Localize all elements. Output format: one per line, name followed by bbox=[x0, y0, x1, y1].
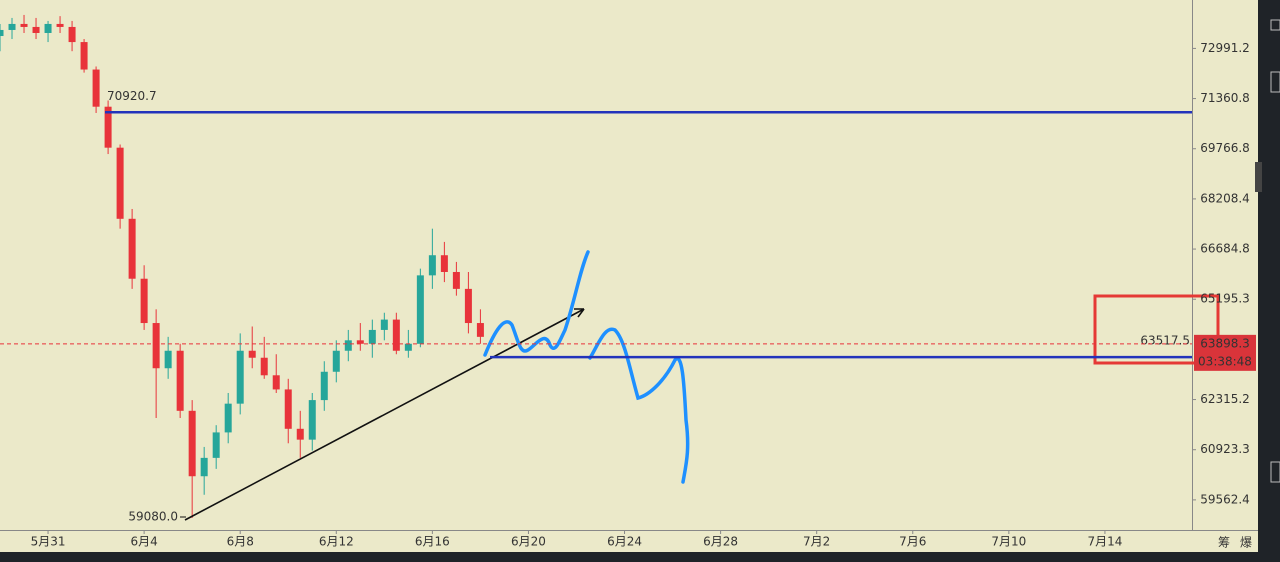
x-tick-label: 6月8 bbox=[227, 535, 254, 549]
candle-body bbox=[452, 271, 460, 289]
sketch-path bbox=[588, 327, 690, 484]
x-tick-label: 5月31 bbox=[31, 535, 66, 549]
candle-body bbox=[284, 389, 292, 429]
candle-body bbox=[272, 375, 280, 390]
trend-arrowhead bbox=[574, 308, 585, 318]
candle-body bbox=[356, 340, 364, 344]
candle-body bbox=[164, 350, 172, 369]
right-toolbar bbox=[1258, 0, 1280, 552]
candle-body bbox=[176, 350, 184, 411]
candle-body bbox=[296, 428, 304, 440]
candle-body bbox=[344, 340, 352, 351]
price-tag bbox=[1194, 334, 1256, 371]
y-tick-label: 71360.8 bbox=[1200, 91, 1250, 105]
y-tick-label: 62315.2 bbox=[1200, 392, 1250, 406]
x-tick-label: 7月6 bbox=[899, 535, 926, 549]
candle-body bbox=[92, 69, 100, 107]
candle-body bbox=[68, 26, 76, 43]
candle-body bbox=[248, 350, 256, 358]
candle-body bbox=[236, 350, 244, 404]
footer-label[interactable]: 筹 bbox=[1218, 536, 1230, 550]
candle-body bbox=[368, 329, 376, 344]
candle-body bbox=[476, 323, 484, 337]
price-line-label: 70920.7 bbox=[107, 89, 157, 103]
y-tick-label: 72991.2 bbox=[1200, 41, 1250, 55]
toolbar-toggle[interactable] bbox=[1255, 162, 1262, 192]
low-annotation: 59080.0 bbox=[128, 510, 178, 524]
candle-body bbox=[44, 23, 52, 33]
sketch-path bbox=[483, 250, 590, 357]
candle-body bbox=[188, 410, 196, 477]
candle-body bbox=[104, 106, 112, 148]
countdown-label: 03:38:48 bbox=[1198, 354, 1252, 368]
y-tick-label: 59562.4 bbox=[1200, 492, 1250, 506]
candle-body bbox=[140, 278, 148, 324]
candle-body bbox=[80, 42, 88, 70]
candle-body bbox=[128, 218, 136, 279]
candle-body bbox=[32, 26, 40, 33]
y-tick-label: 60923.3 bbox=[1200, 442, 1250, 456]
candle-body bbox=[224, 403, 232, 433]
footer-label[interactable]: 爆 bbox=[1240, 536, 1252, 550]
candle-body bbox=[212, 432, 220, 458]
candle-body bbox=[428, 255, 436, 276]
y-tick-label: 66684.8 bbox=[1200, 242, 1250, 256]
toolbar-icon[interactable] bbox=[1270, 19, 1280, 31]
candle-body bbox=[20, 23, 28, 27]
x-tick-label: 7月14 bbox=[1087, 535, 1122, 549]
candle-body bbox=[404, 343, 412, 351]
candle-body bbox=[464, 288, 472, 324]
x-tick-label: 6月12 bbox=[319, 535, 354, 549]
candle-body bbox=[440, 255, 448, 272]
y-tick-label: 65195.3 bbox=[1200, 292, 1250, 306]
candle-body bbox=[200, 457, 208, 477]
highlight-box bbox=[1093, 294, 1220, 365]
candle-body bbox=[152, 323, 160, 369]
toolbar-icon[interactable] bbox=[1270, 71, 1280, 93]
x-tick-label: 6月24 bbox=[607, 535, 642, 549]
candle-body bbox=[320, 371, 328, 401]
bottom-bar bbox=[0, 552, 1280, 562]
candle-body bbox=[116, 147, 124, 219]
candle-body bbox=[8, 23, 16, 30]
x-tick-label: 7月10 bbox=[991, 535, 1026, 549]
candle-body bbox=[308, 400, 316, 440]
candle-body bbox=[56, 23, 64, 27]
x-tick-label: 6月16 bbox=[415, 535, 450, 549]
y-tick-label: 69766.8 bbox=[1200, 141, 1250, 155]
candle-body bbox=[392, 319, 400, 351]
candle-body bbox=[260, 357, 268, 376]
candle-body bbox=[380, 319, 388, 330]
candle-body bbox=[416, 275, 424, 344]
plot-area bbox=[0, 14, 484, 518]
candle-body bbox=[332, 350, 340, 372]
x-tick-label: 6月20 bbox=[511, 535, 546, 549]
price-line-label: 63517.5 bbox=[1140, 334, 1190, 348]
x-tick-label: 6月28 bbox=[703, 535, 738, 549]
toolbar-icon[interactable] bbox=[1270, 461, 1280, 483]
current-price-label: 63898.3 bbox=[1200, 336, 1250, 350]
candle-body bbox=[0, 29, 4, 37]
x-tick-label: 7月2 bbox=[803, 535, 830, 549]
x-tick-label: 6月4 bbox=[130, 535, 157, 549]
y-tick-label: 68208.4 bbox=[1200, 191, 1250, 205]
